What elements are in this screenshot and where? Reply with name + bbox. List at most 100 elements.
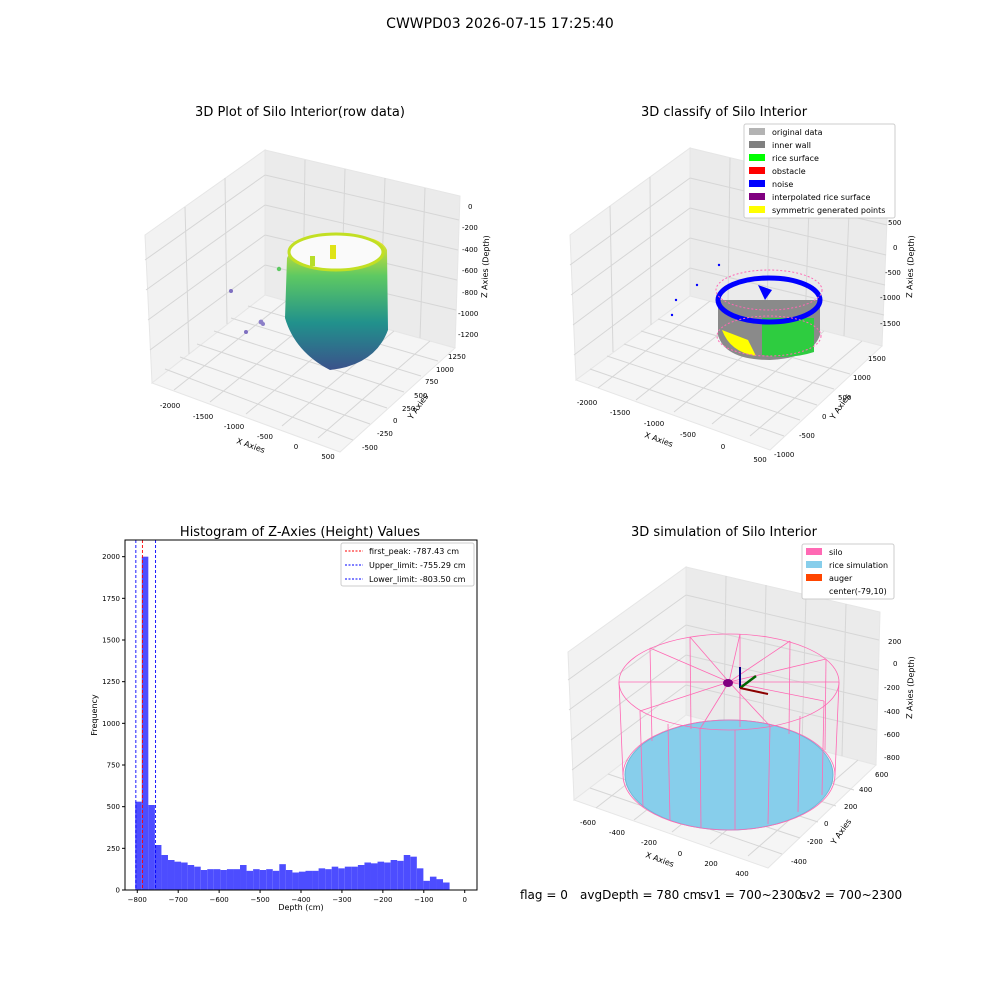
histogram-ytick-label: 750 (107, 762, 120, 770)
raw-3d-silo-surface (285, 235, 388, 370)
raw-3d-xtick: -1000 (224, 423, 244, 431)
simulation-3d-auger-x-arrow (739, 687, 769, 695)
legend-label-rice-sim: rice simulation (829, 561, 888, 570)
simulation-3d-zlabel: Z Axies (Depth) (905, 656, 916, 719)
raw-3d-ztick: -400 (462, 246, 478, 254)
classify-3d-ytick: -1000 (774, 451, 794, 459)
histogram-xtick-label: −200 (373, 896, 392, 904)
histogram-bar (181, 862, 188, 890)
classify-3d-symmetric-points (722, 330, 756, 356)
classify-3d-ytick: 0 (822, 413, 826, 421)
histogram-bar (207, 869, 214, 890)
histogram-bar (351, 866, 358, 890)
legend-label-obstacle: obstacle (772, 167, 806, 176)
classify-3d-xtick: -1500 (610, 409, 630, 417)
simulation-3d-ylabel: Y Axies (829, 817, 854, 847)
histogram-bar (174, 861, 182, 890)
histogram-bar (397, 860, 404, 890)
histogram-ytick-label: 1250 (102, 678, 120, 686)
legend-label-upper-limit: Upper_limit: -755.29 cm (369, 561, 466, 570)
histogram-ytick-label: 250 (107, 845, 120, 853)
histogram-bar (272, 870, 280, 890)
histogram-bar (364, 862, 371, 890)
classify-3d-noise-point (670, 313, 674, 317)
legend-swatch-rice-sim (806, 561, 822, 568)
histogram-ylabel: Frequency (90, 694, 99, 736)
raw-3d-zticks: 0 -200 -400 -600 -800 -1000 -1200 (458, 203, 478, 339)
simulation-3d-xtick: 400 (735, 870, 748, 878)
legend-label-auger: auger (829, 574, 853, 583)
histogram-bar (226, 869, 234, 890)
histogram-bar (436, 879, 444, 890)
histogram-bar (220, 870, 227, 890)
histogram-bar (266, 869, 273, 890)
classify-3d-ztick: 0 (893, 244, 897, 252)
classify-3d-ztick: -1500 (880, 320, 900, 328)
histogram-bar (285, 870, 293, 890)
simulation-3d-xtick: -600 (580, 819, 596, 827)
legend-swatch-noise (749, 180, 765, 187)
legend-label-inner-wall: inner wall (772, 141, 811, 150)
classify-3d-xtick: -500 (680, 431, 696, 439)
histogram-bar (331, 866, 339, 890)
classify-3d-xtick: -2000 (577, 399, 597, 407)
status-sv1: sv1 = 700~2300 (700, 888, 803, 902)
raw-3d-xtick: -2000 (160, 402, 180, 410)
legend-swatch-original (749, 128, 765, 135)
raw-3d-outlier-point (244, 330, 248, 334)
legend-swatch-interpolated (749, 193, 765, 200)
histogram-xtick-label: −600 (210, 896, 229, 904)
legend-label-original: original data (772, 128, 823, 137)
legend-swatch-obstacle (749, 167, 765, 174)
histogram-xlabel: Depth (cm) (278, 903, 323, 912)
simulation-3d-rice-surface (624, 719, 834, 831)
classify-3d-noise-point (695, 283, 699, 287)
histogram-bar (148, 805, 155, 890)
raw-3d-ytick: 0 (393, 417, 397, 425)
raw-3d-ytick: 1000 (436, 366, 454, 374)
simulation-3d-center-marker (723, 679, 733, 687)
histogram-bar (338, 868, 345, 890)
legend-swatch-inner-wall (749, 141, 765, 148)
raw-3d-ytick: 750 (425, 378, 438, 386)
histogram-xtick-label: −700 (169, 896, 188, 904)
panel-classify-3d: 3D classify of Silo Interior (569, 105, 916, 464)
histogram-xticks: −800 −700 −600 −500 −400 −300 −200 −100 0 (128, 890, 467, 904)
histogram-bar (370, 863, 378, 890)
classify-3d-ztick: -500 (885, 269, 901, 277)
simulation-3d-ztick: -600 (884, 731, 900, 739)
histogram-xtick-label: −500 (250, 896, 269, 904)
panel-histogram: Histogram of Z-Axies (Height) Values −80… (90, 525, 478, 912)
legend-label-interpolated: interpolated rice surface (772, 193, 870, 202)
raw-3d-ztick: 0 (468, 203, 472, 211)
classify-3d-noise-point (674, 298, 678, 302)
status-sv2: sv2 = 700~2300 (800, 888, 903, 902)
raw-3d-title: 3D Plot of Silo Interior(row data) (195, 105, 405, 120)
classify-3d-xlabel: X Axies (643, 430, 674, 449)
classify-3d-ztick: -1000 (880, 294, 900, 302)
classify-3d-ztick: 500 (888, 219, 901, 227)
simulation-3d-ztick: 0 (893, 660, 897, 668)
classify-3d-interpolated-ring (715, 269, 823, 311)
raw-3d-ytick: -250 (377, 430, 393, 438)
histogram-bar (200, 870, 208, 890)
histogram-bar (213, 869, 221, 890)
histogram-bar (253, 869, 260, 890)
histogram-ytick-label: 2000 (102, 553, 120, 561)
simulation-3d-ytick: 200 (844, 803, 857, 811)
raw-3d-outlier-point (229, 289, 233, 293)
legend-swatch-symmetric (749, 206, 765, 213)
simulation-3d-zticks: 200 0 -200 -400 -600 -800 (884, 638, 901, 762)
status-flag: flag = 0 (520, 888, 568, 902)
histogram-ytick-label: 1750 (102, 595, 120, 603)
histogram-bar (357, 865, 365, 890)
classify-3d-xtick: 500 (753, 456, 766, 464)
legend-swatch-rice-surface (749, 154, 765, 161)
histogram-bar (135, 801, 142, 890)
classify-3d-title: 3D classify of Silo Interior (641, 105, 808, 120)
simulation-3d-ytick: -400 (791, 858, 807, 866)
simulation-3d-yticks: -400 -200 0 200 400 600 (791, 771, 888, 866)
raw-3d-ytick: 500 (414, 392, 427, 400)
histogram-bar (292, 872, 299, 890)
histogram-bar (318, 868, 326, 890)
